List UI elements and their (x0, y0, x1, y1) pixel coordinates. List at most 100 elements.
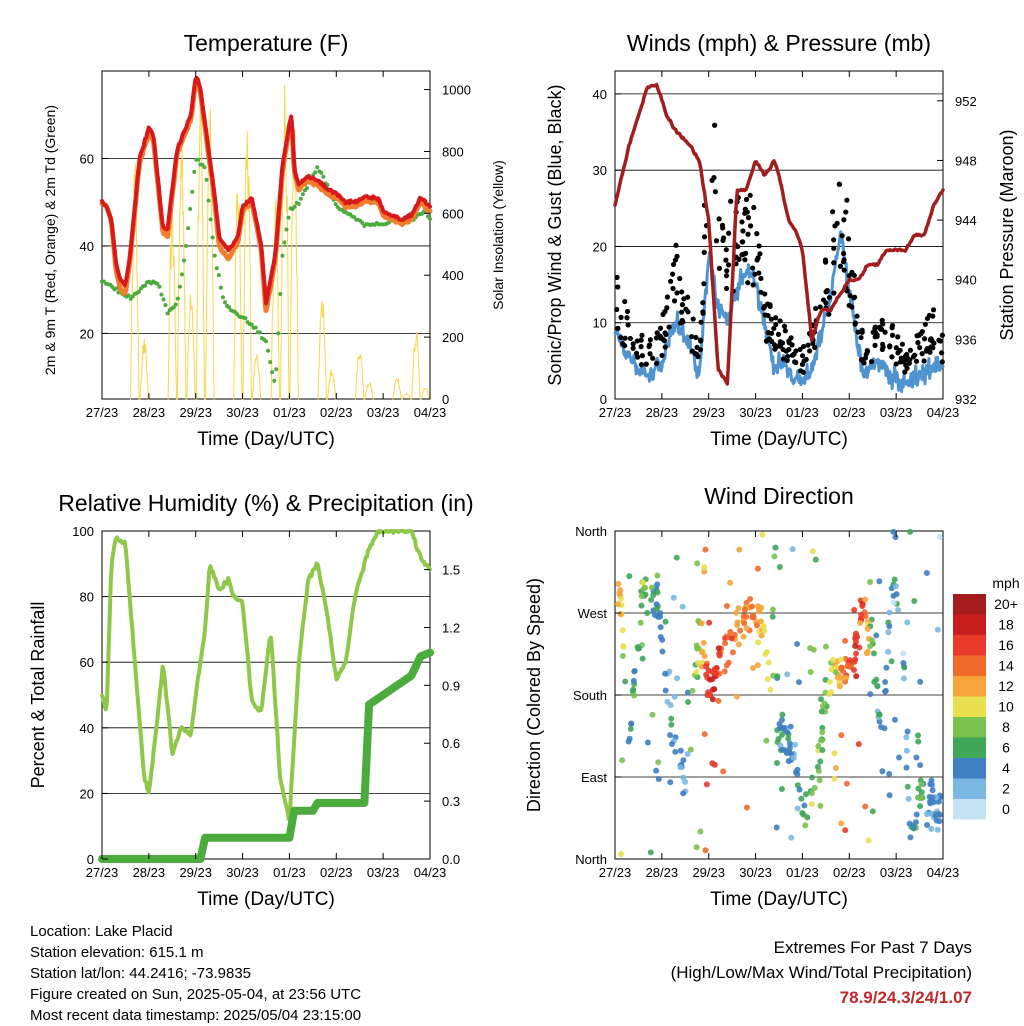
gust-point (898, 355, 904, 361)
direction-point (755, 639, 762, 646)
gust-point (716, 216, 722, 222)
direction-point (689, 687, 696, 694)
direction-point (627, 725, 634, 732)
dewpoint-point (184, 243, 189, 248)
gust-point (831, 237, 837, 243)
gust-point (874, 333, 880, 340)
gust-point (845, 236, 852, 242)
direction-point (830, 657, 837, 664)
gust-point (712, 122, 718, 128)
gust-point (728, 198, 734, 204)
x-tick-label: 28/23 (133, 405, 166, 420)
gust-point (839, 233, 845, 239)
gust-point (928, 336, 934, 342)
legend-swatch (953, 717, 986, 738)
direction-point (913, 754, 920, 761)
dewpoint-point (218, 285, 223, 290)
dewpoint-point (220, 295, 225, 300)
direction-point (841, 674, 848, 681)
direction-point (723, 602, 730, 609)
gust-point (765, 329, 771, 336)
gust-point (743, 196, 750, 203)
gust-point (683, 306, 689, 312)
dewpoint-point (179, 272, 184, 277)
gust-point (859, 327, 865, 333)
y-tick-label: North (575, 852, 607, 867)
gust-point (653, 360, 660, 366)
direction-point (912, 819, 919, 826)
humidity-panel: 0 20 40 60 80 100 0.0 0.3 0.6 0.9 1.2 1.5 27/23 28/23… (28, 490, 474, 910)
direction-point (853, 630, 860, 637)
direction-point (913, 811, 920, 818)
gust-point (701, 234, 708, 240)
y2-tick-label: 600 (442, 206, 464, 221)
legend-label: 4 (1002, 760, 1010, 776)
gust-point (924, 315, 931, 322)
dewpoint-point (428, 216, 432, 221)
direction-point (729, 649, 736, 656)
gust-point (758, 289, 764, 295)
direction-point (617, 611, 624, 618)
gust-point (700, 300, 706, 306)
direction-point (784, 729, 791, 736)
y2-tick-label: 800 (442, 144, 464, 159)
direction-point (697, 828, 704, 835)
direction-point (903, 747, 910, 754)
direction-point (649, 711, 656, 718)
dewpoint-point (163, 303, 168, 308)
direction-point (796, 786, 803, 793)
gust-point (698, 319, 704, 325)
direction-point (733, 609, 740, 616)
x-tick-label: 01/23 (786, 865, 819, 880)
gust-point (893, 345, 899, 351)
gust-point (627, 335, 633, 342)
direction-point (934, 826, 941, 833)
dewpoint-point (190, 189, 195, 194)
dewpoint-point (321, 174, 326, 179)
gust-point (831, 245, 837, 251)
direction-point (842, 827, 849, 834)
direction-point (685, 698, 692, 705)
direction-point (933, 817, 940, 824)
direction-point (787, 723, 794, 730)
dewpoint-point (173, 302, 178, 307)
gust-point (919, 328, 925, 335)
gust-point (725, 262, 732, 268)
precip-line (98, 648, 434, 863)
direction-point (698, 649, 705, 656)
gust-point (897, 347, 903, 353)
solar-line (186, 294, 196, 400)
legend-label: 10 (998, 699, 1014, 715)
temp-9m-line (99, 79, 433, 314)
dewpoint-point (296, 201, 301, 206)
gust-point (841, 267, 847, 273)
y-axis-label: Direction (Colored By Speed) (524, 578, 544, 812)
gust-point (878, 326, 884, 332)
gust-point (747, 192, 753, 198)
direction-point (622, 678, 629, 685)
direction-point (639, 655, 646, 662)
direction-point (684, 689, 691, 696)
direction-point (619, 653, 626, 660)
gust-point (740, 228, 746, 234)
gust-point (863, 351, 869, 357)
direction-point (631, 668, 638, 675)
gust-point (666, 324, 672, 330)
gust-point (915, 340, 921, 346)
direction-point (828, 666, 835, 673)
dewpoint-point (204, 177, 209, 182)
direction-point (817, 737, 824, 744)
dewpoint-point (212, 253, 217, 258)
direction-point (680, 790, 687, 797)
direction-point (670, 594, 677, 601)
solar-line (195, 104, 206, 400)
direction-point (771, 553, 778, 560)
gust-point (822, 259, 829, 265)
y2-tick-label: 0.9 (442, 678, 460, 693)
gust-point (837, 263, 844, 269)
legend-label: 16 (998, 637, 1014, 653)
direction-point (900, 675, 907, 682)
gust-point (921, 336, 928, 342)
gust-point (647, 337, 654, 343)
